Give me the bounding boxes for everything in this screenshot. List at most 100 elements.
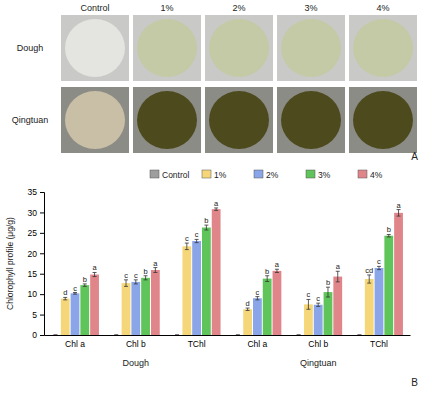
legend-label: 4% (370, 170, 383, 180)
significance-letter: a (396, 201, 401, 210)
photo (353, 19, 413, 77)
group-label: Dough (123, 358, 150, 368)
error-bar (275, 269, 279, 272)
error-bar (175, 335, 179, 336)
error-bar (297, 335, 301, 336)
photo (65, 91, 125, 149)
significance-letter: cd (365, 266, 373, 275)
error-bar (73, 293, 77, 295)
bar (384, 236, 393, 335)
legend-label: 2% (266, 170, 279, 180)
significance-letter: c (195, 230, 199, 239)
bar (131, 282, 140, 335)
bar (375, 268, 384, 335)
error-bar (124, 280, 128, 287)
photo-background (205, 87, 273, 153)
bar (394, 213, 403, 335)
error-bar (153, 268, 157, 273)
y-tick-mark (40, 212, 44, 213)
significance-letter: c (307, 290, 311, 299)
photo (281, 19, 341, 77)
bar (333, 277, 342, 335)
error-bar (83, 284, 87, 286)
y-tick-mark (40, 335, 44, 336)
error-bar (397, 210, 401, 217)
significance-letter: c (316, 294, 320, 303)
y-tick-label: 5 (32, 310, 37, 320)
error-bar (377, 266, 381, 269)
photo-background (205, 15, 273, 81)
bar (173, 335, 182, 336)
error-bar (387, 234, 391, 236)
x-tick-label: TChl (188, 339, 206, 349)
significance-letter: b (143, 267, 147, 276)
error-bar (316, 303, 320, 306)
y-tick-label: 0 (32, 330, 37, 340)
error-bar (357, 335, 361, 336)
bar (324, 292, 333, 335)
significance-letter: b (204, 216, 208, 225)
error-bar (326, 287, 330, 297)
significance-letter: b (387, 225, 391, 234)
x-axis-line (45, 335, 411, 336)
significance-letter: a (153, 259, 158, 268)
photo-background (61, 87, 129, 153)
legend-swatch (254, 170, 263, 178)
x-tick: Chl a (65, 335, 85, 349)
bar (314, 305, 323, 335)
significance-letter: c (185, 234, 189, 243)
photo-background (133, 87, 201, 153)
panel-a: Control1%2%3%4%DoughQingtuanA (12, 3, 419, 162)
legend-label: 3% (318, 170, 331, 180)
photo-background (349, 87, 417, 153)
significance-letter: b (83, 275, 87, 284)
error-bar (336, 271, 340, 282)
x-tick-label: Chl a (247, 339, 267, 349)
error-bar (53, 335, 57, 336)
error-bar (214, 208, 218, 210)
bar (51, 335, 60, 336)
photo (137, 91, 197, 149)
photo (353, 91, 413, 149)
photo (65, 19, 125, 77)
photo (281, 91, 341, 149)
legend-swatch (202, 170, 211, 178)
significance-letter: b (265, 267, 269, 276)
x-tick: Chl b (126, 335, 146, 349)
x-tick: Chl a (247, 335, 267, 349)
significance-letter: c (124, 271, 128, 280)
bar (243, 309, 252, 335)
error-bar (306, 299, 310, 309)
error-bar (185, 243, 189, 250)
bar (182, 246, 191, 335)
significance-letter: a (336, 262, 341, 271)
significance-letter: b (326, 278, 330, 287)
x-tick: Chl b (308, 335, 328, 349)
figure: Control 1% 2% 3% 4% Dough Qingtuan A Control 1% 2%… (0, 0, 423, 394)
error-bar (255, 297, 259, 300)
legend-label: Control (162, 170, 190, 180)
column-label: 1% (160, 3, 173, 13)
photo-background (277, 15, 345, 81)
bar (355, 335, 364, 336)
legend-label: 1% (214, 170, 227, 180)
y-tick: 20 (28, 249, 44, 259)
photo-background (133, 15, 201, 81)
legend-swatch (150, 170, 159, 178)
y-tick-mark (40, 315, 44, 316)
x-tick-label: Chl b (308, 339, 328, 349)
error-bar (114, 335, 118, 336)
photo (209, 19, 269, 77)
y-tick-label: 10 (28, 289, 38, 299)
y-tick-mark (40, 274, 44, 275)
panel-label: A (411, 151, 418, 162)
y-tick-mark (40, 253, 44, 254)
row-label: Qingtuan (12, 115, 49, 125)
column-label: 4% (376, 3, 389, 13)
legend: Control 1% 2% 3% 4% (150, 170, 383, 180)
y-axis-line (40, 193, 45, 336)
error-bar (63, 297, 67, 299)
error-bar (236, 335, 240, 336)
plot-area (53, 208, 402, 335)
y-tick-label: 30 (28, 208, 38, 218)
